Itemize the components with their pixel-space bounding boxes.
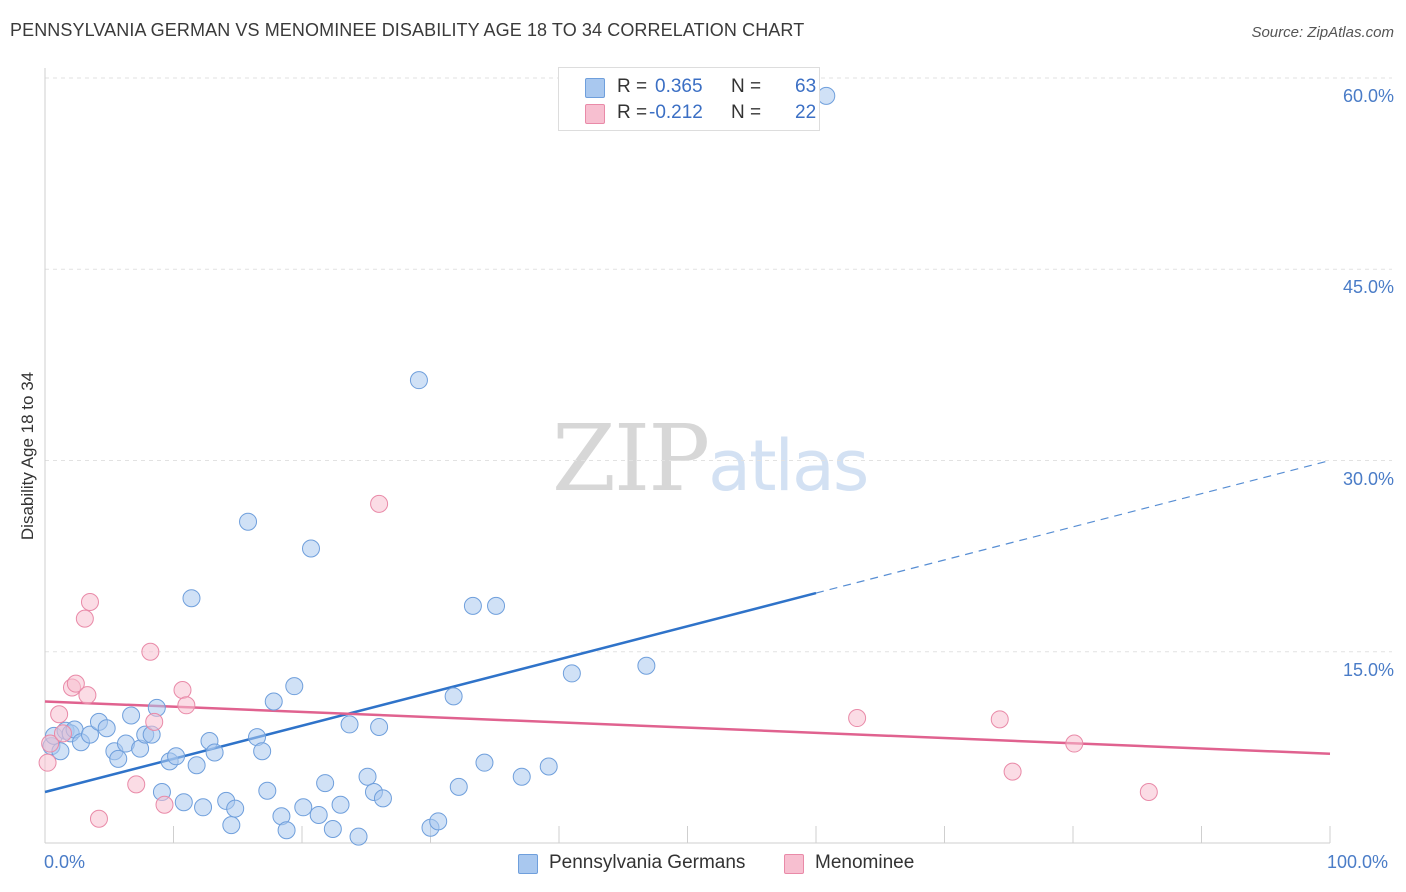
- point-menominee: [1065, 734, 1084, 753]
- data-points: [38, 86, 1158, 846]
- point-pennsylvania-germans: [277, 821, 296, 840]
- point-menominee: [141, 642, 160, 661]
- point-pennsylvania-germans: [475, 753, 494, 772]
- stats-legend: R = 0.365 N = 63 R = -0.212 N = 22: [558, 67, 820, 131]
- y-axis-label: Disability Age 18 to 34: [18, 371, 37, 541]
- point-menominee: [173, 681, 192, 699]
- legend-r-value: -0.212: [649, 102, 703, 123]
- legend-r-label: R =: [617, 76, 648, 97]
- point-menominee: [1003, 762, 1022, 781]
- point-menominee: [66, 674, 85, 693]
- point-menominee: [848, 709, 867, 728]
- point-menominee: [370, 494, 389, 513]
- point-pennsylvania-germans: [194, 798, 213, 817]
- watermark-atlas: atlas: [708, 425, 869, 507]
- point-pennsylvania-germans: [487, 596, 506, 615]
- point-pennsylvania-germans: [167, 747, 186, 766]
- point-pennsylvania-germans: [444, 687, 463, 706]
- legend-n-value: 63: [795, 76, 817, 97]
- legend-swatch-blue: [585, 78, 605, 98]
- trend-line-pennsylvania-germans-extension: [815, 459, 1331, 594]
- y-tick-label: 30.0%: [1342, 468, 1394, 489]
- point-pennsylvania-germans: [285, 677, 304, 696]
- point-pennsylvania-germans: [449, 777, 468, 796]
- legend-swatch-pink: [585, 104, 605, 124]
- point-menominee: [41, 734, 60, 753]
- trend-lines: [44, 459, 1331, 794]
- point-menominee: [89, 809, 108, 828]
- point-pennsylvania-germans: [637, 656, 656, 675]
- series-swatch-pink: [784, 854, 804, 874]
- point-menominee: [1139, 783, 1158, 801]
- point-menominee: [78, 686, 97, 705]
- point-pennsylvania-germans: [239, 512, 258, 531]
- point-pennsylvania-germans: [187, 756, 206, 775]
- point-pennsylvania-germans: [539, 757, 558, 776]
- point-pennsylvania-germans: [222, 816, 241, 835]
- point-pennsylvania-germans: [817, 86, 836, 105]
- point-pennsylvania-germans: [294, 798, 313, 817]
- point-menominee: [990, 710, 1009, 729]
- point-pennsylvania-germans: [373, 789, 392, 808]
- point-pennsylvania-germans: [340, 715, 359, 734]
- point-pennsylvania-germans: [316, 774, 335, 793]
- point-menominee: [75, 609, 94, 628]
- point-pennsylvania-germans: [301, 539, 320, 558]
- point-pennsylvania-germans: [358, 767, 377, 786]
- point-pennsylvania-germans: [258, 781, 277, 800]
- x-tick-label-min: 0.0%: [44, 852, 86, 872]
- legend-n-label: N =: [731, 76, 762, 97]
- legend-n-value: 22: [795, 102, 817, 123]
- point-pennsylvania-germans: [253, 742, 272, 761]
- point-menominee: [53, 724, 72, 743]
- legend-r-value: 0.365: [655, 76, 703, 97]
- point-pennsylvania-germans: [562, 664, 581, 683]
- point-pennsylvania-germans: [264, 692, 283, 711]
- watermark-zip: ZIP: [552, 405, 710, 512]
- grid-lines: [45, 77, 1392, 653]
- point-pennsylvania-germans: [463, 596, 482, 615]
- point-pennsylvania-germans: [174, 793, 193, 812]
- trend-line-pennsylvania-germans: [44, 591, 817, 794]
- point-pennsylvania-germans: [370, 717, 389, 736]
- point-pennsylvania-germans: [205, 743, 224, 762]
- source-label: Source: ZipAtlas.com: [1251, 24, 1394, 41]
- legend-n-label: N =: [731, 102, 762, 123]
- point-menominee: [50, 705, 69, 724]
- point-pennsylvania-germans: [409, 371, 428, 390]
- point-pennsylvania-germans: [109, 749, 128, 768]
- point-pennsylvania-germans: [349, 827, 368, 846]
- point-pennsylvania-germans: [226, 799, 245, 818]
- point-menominee: [127, 775, 146, 794]
- point-menominee: [38, 753, 57, 772]
- watermark: ZIPatlas: [552, 405, 869, 512]
- series-name: Pennsylvania Germans: [549, 852, 746, 873]
- y-tick-label: 45.0%: [1342, 277, 1394, 298]
- axes: [44, 68, 1331, 844]
- point-pennsylvania-germans: [97, 719, 116, 738]
- chart-title: PENNSYLVANIA GERMAN VS MENOMINEE DISABIL…: [10, 20, 805, 40]
- point-pennsylvania-germans: [331, 795, 350, 814]
- y-tick-label: 60.0%: [1342, 86, 1394, 106]
- trend-line-menominee: [44, 700, 1331, 755]
- point-menominee: [155, 795, 174, 814]
- legend-r-label: R =: [617, 102, 648, 123]
- y-tick-label: 15.0%: [1342, 659, 1394, 680]
- point-pennsylvania-germans: [309, 805, 328, 824]
- series-swatch-blue: [518, 854, 538, 874]
- point-pennsylvania-germans: [512, 767, 531, 786]
- point-pennsylvania-germans: [122, 706, 141, 725]
- series-name: Menominee: [815, 852, 915, 873]
- point-menominee: [145, 712, 164, 731]
- x-tick-label-max: 100.0%: [1327, 852, 1389, 872]
- point-pennsylvania-germans: [429, 812, 448, 831]
- point-pennsylvania-germans: [80, 725, 99, 744]
- point-menominee: [80, 593, 99, 612]
- point-pennsylvania-germans: [182, 589, 201, 608]
- point-menominee: [177, 696, 196, 715]
- point-pennsylvania-germans: [323, 819, 342, 838]
